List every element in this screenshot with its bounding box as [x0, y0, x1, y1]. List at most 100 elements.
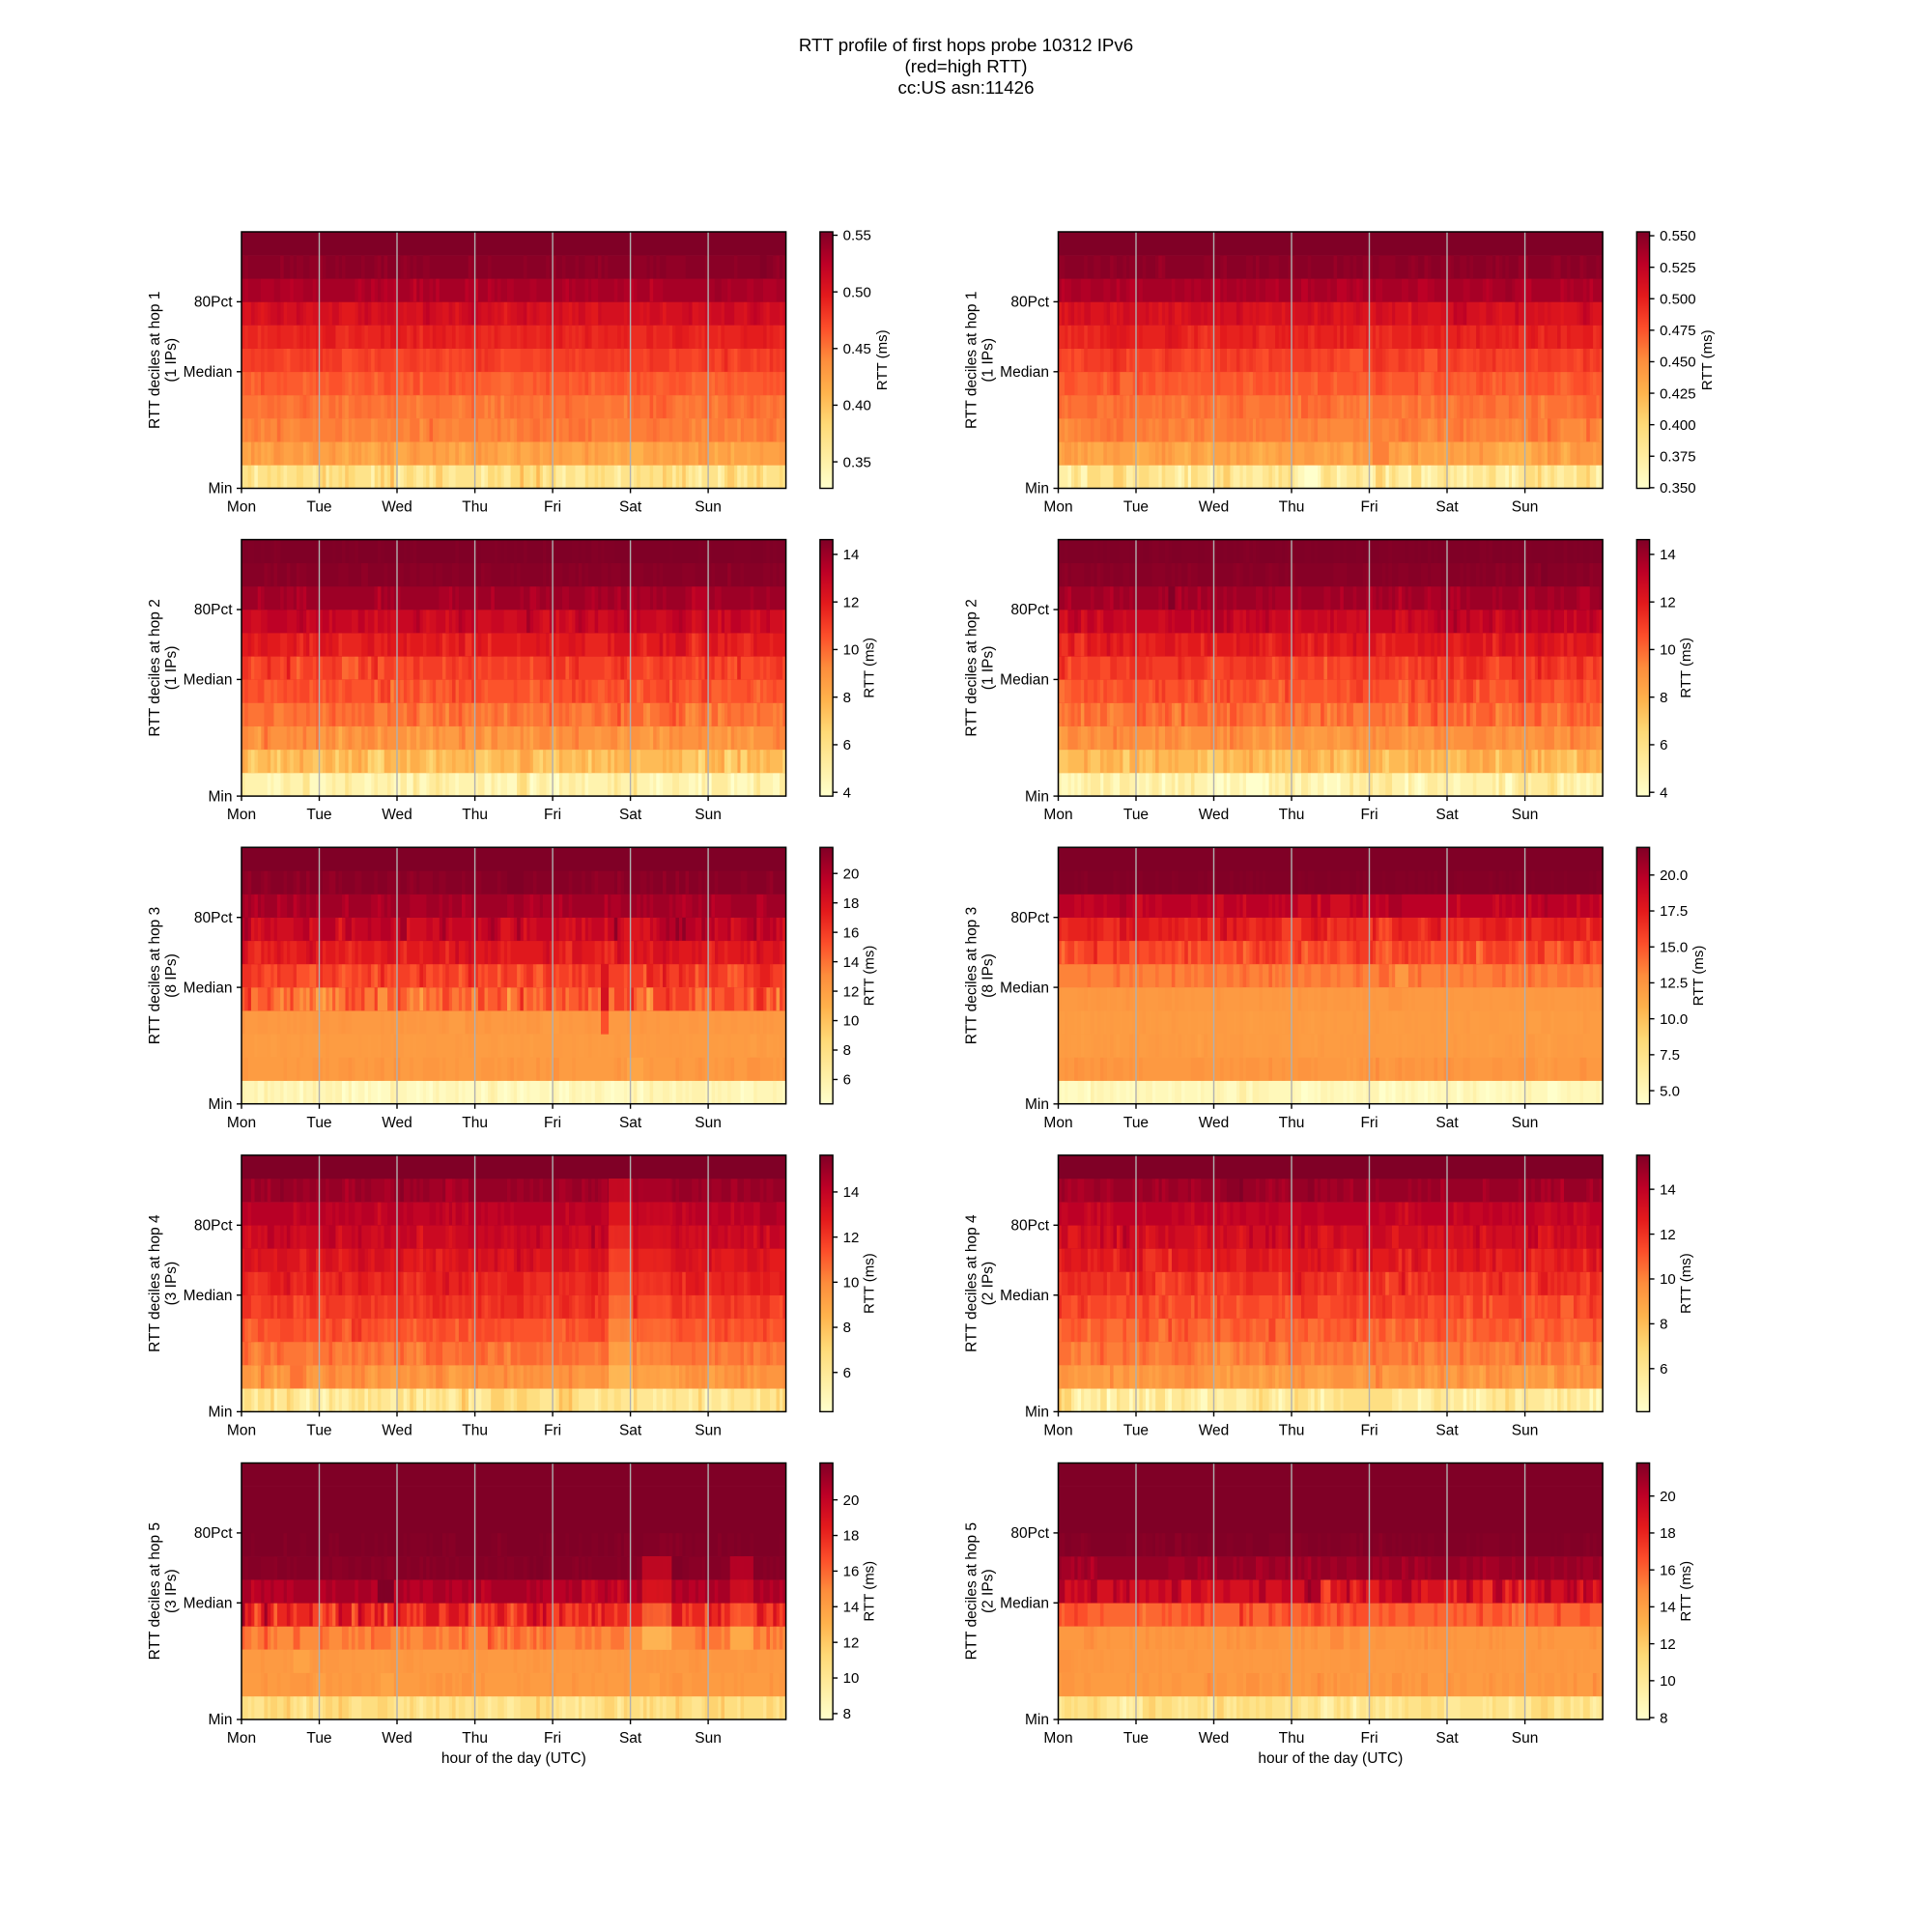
svg-text:12: 12 [1660, 594, 1676, 611]
svg-text:10: 10 [1660, 1271, 1676, 1288]
svg-text:18: 18 [1660, 1525, 1676, 1542]
svg-text:RTT (ms): RTT (ms) [862, 946, 878, 1007]
svg-text:Fri: Fri [1360, 1730, 1378, 1747]
svg-text:Min: Min [1025, 1096, 1049, 1113]
svg-text:10: 10 [1660, 1673, 1676, 1690]
svg-text:0.525: 0.525 [1660, 260, 1696, 276]
svg-text:6: 6 [1660, 1361, 1667, 1378]
svg-text:Median: Median [184, 1596, 233, 1612]
svg-text:Mon: Mon [227, 499, 256, 516]
svg-text:Sun: Sun [695, 1115, 722, 1131]
svg-text:Median: Median [184, 980, 233, 996]
svg-text:17.5: 17.5 [1660, 903, 1688, 920]
svg-text:8: 8 [1660, 690, 1667, 706]
svg-text:Wed: Wed [382, 1422, 412, 1438]
svg-text:Fri: Fri [1360, 499, 1378, 516]
svg-text:RTT deciles at hop 3: RTT deciles at hop 3 [147, 907, 163, 1044]
svg-text:Min: Min [209, 788, 233, 805]
svg-text:Thu: Thu [1279, 1115, 1305, 1131]
svg-text:Median: Median [1000, 672, 1049, 689]
svg-text:Mon: Mon [227, 807, 256, 823]
svg-text:RTT deciles at hop 1: RTT deciles at hop 1 [964, 292, 980, 429]
svg-text:10.0: 10.0 [1660, 1011, 1688, 1028]
svg-text:0.40: 0.40 [843, 398, 871, 414]
svg-text:0.425: 0.425 [1660, 385, 1696, 402]
svg-text:Fri: Fri [1360, 807, 1378, 823]
svg-text:0.550: 0.550 [1660, 228, 1696, 244]
svg-text:Sun: Sun [695, 807, 722, 823]
svg-text:16: 16 [1660, 1562, 1676, 1578]
svg-text:18: 18 [843, 1528, 860, 1545]
svg-text:Sun: Sun [1512, 1730, 1539, 1747]
svg-text:0.50: 0.50 [843, 284, 871, 300]
svg-text:RTT (ms): RTT (ms) [862, 638, 878, 698]
svg-text:Tue: Tue [1123, 1730, 1149, 1747]
svg-text:(8 IPs): (8 IPs) [980, 953, 997, 998]
svg-text:8: 8 [843, 1320, 851, 1336]
svg-text:Wed: Wed [382, 1730, 412, 1747]
svg-text:RTT deciles at hop 1: RTT deciles at hop 1 [147, 292, 163, 429]
svg-text:12: 12 [843, 1230, 860, 1246]
svg-text:Thu: Thu [1279, 1730, 1305, 1747]
svg-text:0.500: 0.500 [1660, 291, 1696, 307]
svg-text:0.400: 0.400 [1660, 417, 1696, 434]
svg-text:RTT (ms): RTT (ms) [1690, 946, 1707, 1007]
svg-text:12: 12 [843, 594, 860, 611]
svg-text:RTT deciles at hop 4: RTT deciles at hop 4 [147, 1214, 163, 1352]
svg-text:RTT (ms): RTT (ms) [862, 1253, 878, 1314]
svg-text:Median: Median [1000, 1288, 1049, 1304]
svg-text:0.35: 0.35 [843, 454, 871, 470]
svg-text:7.5: 7.5 [1660, 1047, 1680, 1064]
svg-text:80Pct: 80Pct [1010, 1218, 1049, 1235]
svg-text:20: 20 [1660, 1489, 1676, 1505]
svg-text:5.0: 5.0 [1660, 1083, 1680, 1099]
svg-text:RTT deciles at hop 3: RTT deciles at hop 3 [964, 907, 980, 1044]
svg-text:Thu: Thu [1279, 807, 1305, 823]
svg-text:(2 IPs): (2 IPs) [980, 1569, 997, 1613]
svg-text:80Pct: 80Pct [1010, 295, 1049, 311]
svg-text:(1 IPs): (1 IPs) [163, 338, 180, 383]
svg-text:Mon: Mon [1043, 807, 1072, 823]
svg-text:Fri: Fri [544, 1730, 561, 1747]
svg-text:14: 14 [1660, 547, 1676, 563]
svg-text:RTT deciles at hop 2: RTT deciles at hop 2 [964, 599, 980, 736]
svg-text:80Pct: 80Pct [194, 1525, 233, 1542]
svg-text:RTT deciles at hop 5: RTT deciles at hop 5 [964, 1522, 980, 1660]
svg-text:14: 14 [843, 547, 860, 563]
svg-text:Tue: Tue [306, 499, 331, 516]
svg-text:Median: Median [1000, 980, 1049, 996]
svg-text:Min: Min [209, 1096, 233, 1113]
svg-text:(1 IPs): (1 IPs) [980, 646, 997, 691]
svg-text:Wed: Wed [1199, 1422, 1230, 1438]
svg-text:Fri: Fri [544, 807, 561, 823]
svg-text:RTT (ms): RTT (ms) [1699, 329, 1716, 390]
svg-text:8: 8 [843, 1706, 851, 1722]
svg-text:(3 IPs): (3 IPs) [163, 1262, 180, 1306]
svg-text:Thu: Thu [462, 499, 488, 516]
svg-text:Sat: Sat [1435, 1115, 1459, 1131]
svg-text:10: 10 [843, 1275, 860, 1292]
svg-text:Sun: Sun [1512, 807, 1539, 823]
svg-text:Wed: Wed [382, 1115, 412, 1131]
svg-text:18: 18 [843, 895, 860, 912]
svg-text:hour of the day (UTC): hour of the day (UTC) [441, 1750, 586, 1767]
svg-text:Tue: Tue [1123, 1115, 1149, 1131]
svg-text:Min: Min [1025, 481, 1049, 497]
svg-text:Wed: Wed [382, 499, 412, 516]
svg-text:RTT deciles at hop 2: RTT deciles at hop 2 [147, 599, 163, 736]
svg-text:(1 IPs): (1 IPs) [980, 338, 997, 383]
svg-text:Tue: Tue [1123, 807, 1149, 823]
svg-text:8: 8 [1660, 1710, 1667, 1726]
svg-text:12: 12 [843, 1634, 860, 1651]
svg-text:Wed: Wed [382, 807, 412, 823]
svg-text:cc:US asn:11426: cc:US asn:11426 [898, 77, 1035, 98]
svg-text:6: 6 [843, 1072, 851, 1089]
svg-text:(1 IPs): (1 IPs) [163, 646, 180, 691]
svg-text:14: 14 [843, 954, 860, 971]
svg-text:Fri: Fri [544, 1422, 561, 1438]
svg-text:Sat: Sat [619, 1115, 642, 1131]
svg-text:4: 4 [843, 784, 851, 801]
svg-text:Median: Median [1000, 364, 1049, 381]
svg-text:12.5: 12.5 [1660, 976, 1688, 992]
svg-text:Sat: Sat [1435, 1730, 1459, 1747]
